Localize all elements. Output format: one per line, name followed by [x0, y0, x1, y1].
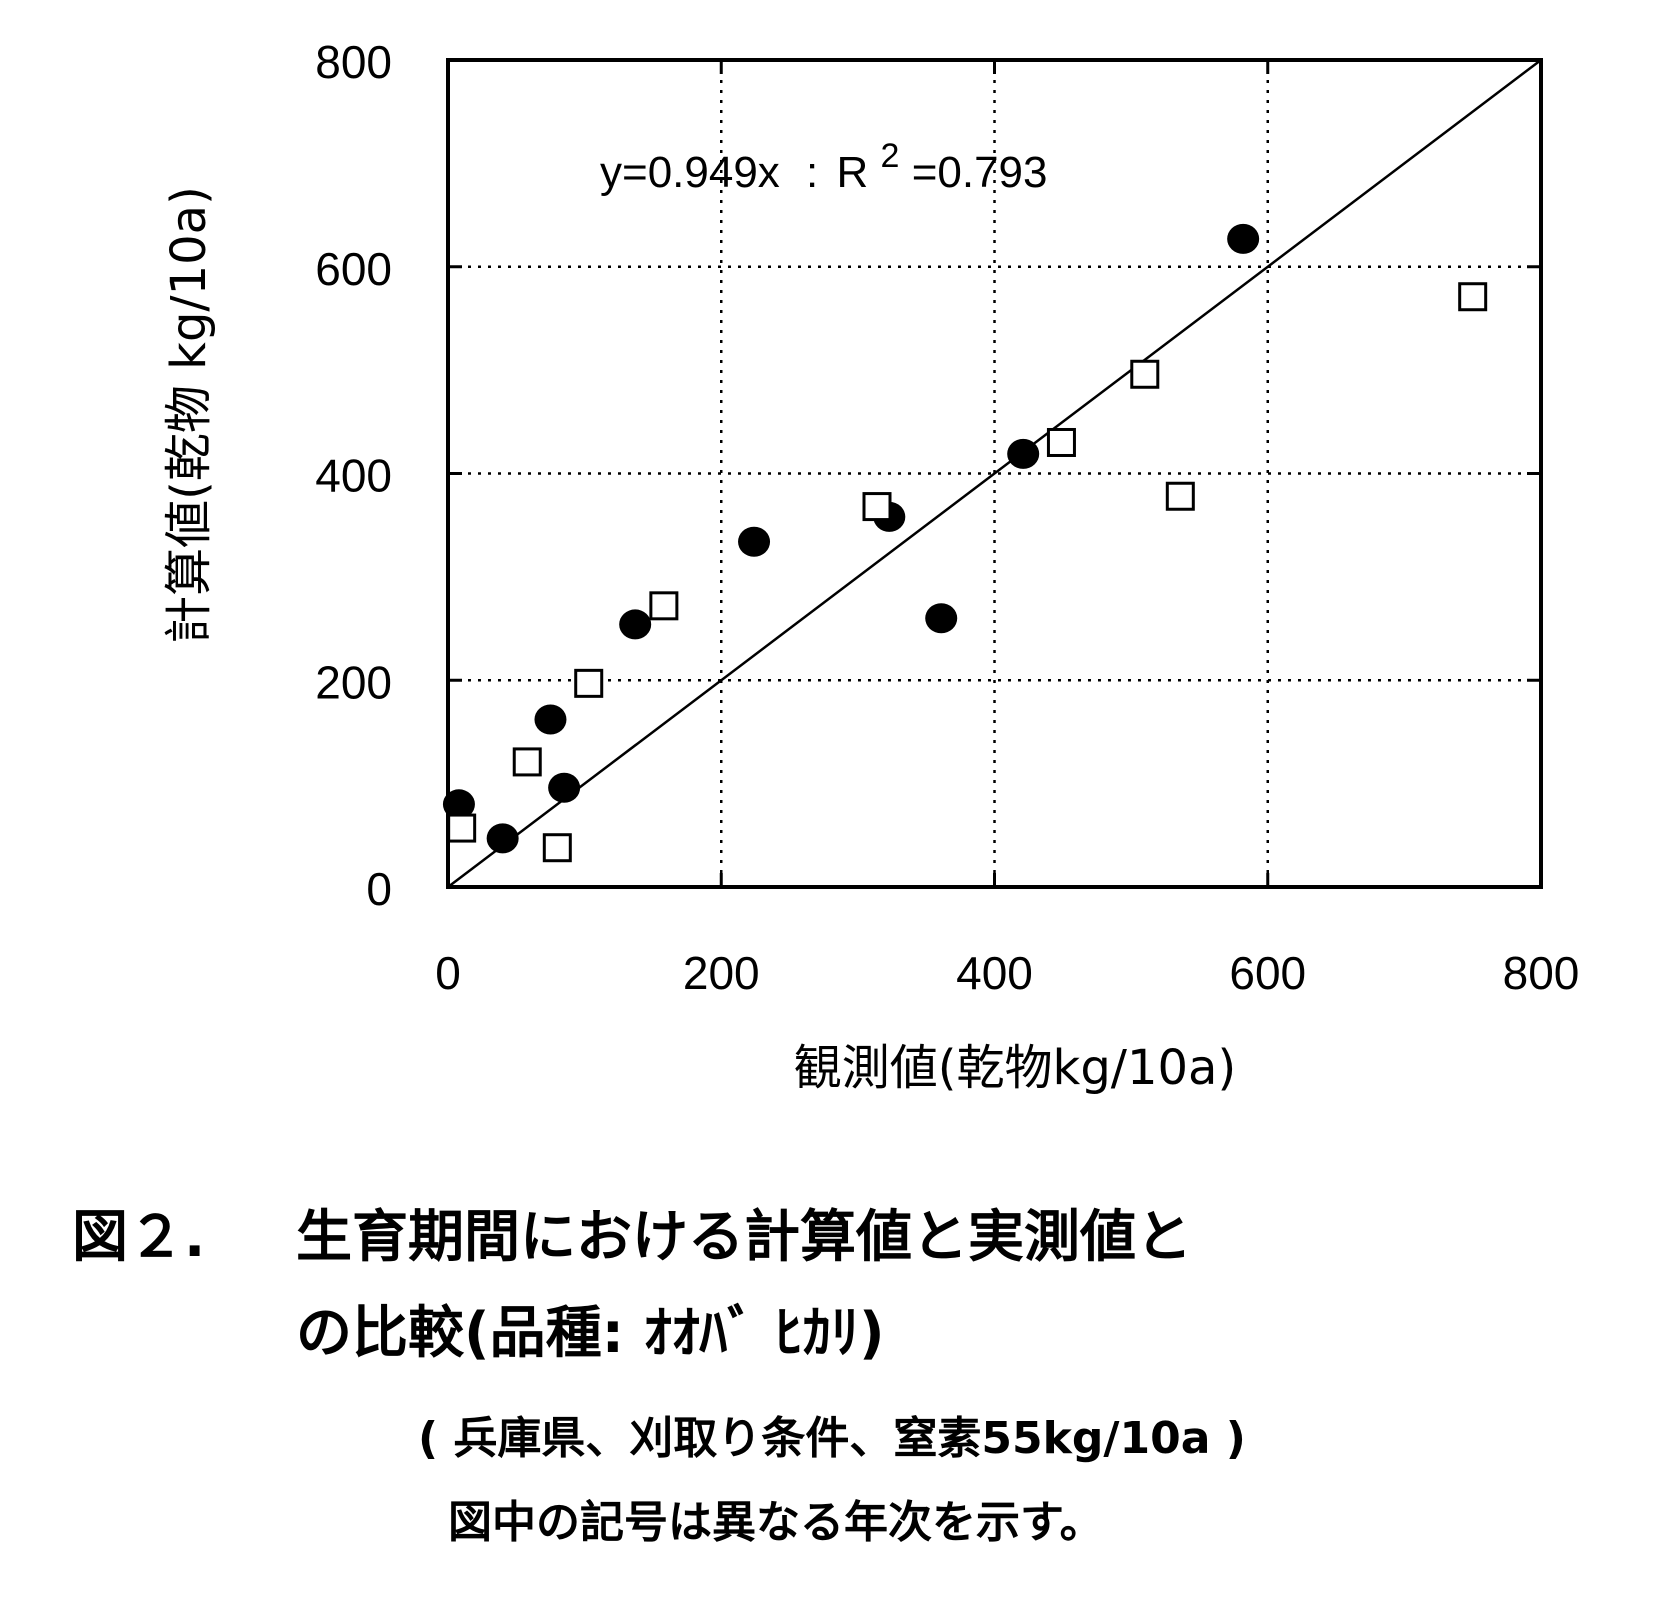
- y-tick-label: 400: [315, 450, 392, 502]
- grid-lines: [448, 60, 1541, 887]
- y-tick-label: 0: [366, 863, 392, 915]
- point-open-square: [574, 668, 604, 698]
- scatter-chart: 0 200 400 600 800 0 200 400 600 800 y=0.949x : R…: [161, 36, 1579, 1096]
- point-open-square: [649, 591, 679, 621]
- point-open-square: [542, 833, 572, 863]
- y-axis-ticks: 0 200 400 600 800: [315, 36, 1541, 915]
- point-open-square: [512, 747, 542, 777]
- point-open-square: [447, 813, 477, 843]
- point-filled-circle: [442, 789, 475, 820]
- caption-title-line1: 生育期間における計算値と実測値と: [296, 1205, 1192, 1270]
- regression-equation: y=0.949x : R 2 =0.793: [600, 128, 1048, 197]
- point-filled-circle: [548, 772, 581, 803]
- caption-title-line2: の比較(品種: ｵｵﾊﾞ ﾋｶﾘ): [296, 1301, 885, 1366]
- point-filled-circle: [925, 603, 958, 634]
- x-tick-label: 800: [1503, 947, 1580, 999]
- point-open-square: [1165, 481, 1195, 511]
- data-points: [442, 223, 1488, 863]
- figure-label: 図２.: [72, 1205, 206, 1270]
- point-filled-circle: [486, 823, 519, 854]
- point-open-square: [1130, 359, 1160, 389]
- point-open-square: [1458, 282, 1488, 312]
- x-axis-ticks: 0 200 400 600 800: [435, 60, 1579, 999]
- y-axis-title: 計算値(乾物 kg/10a): [161, 186, 217, 644]
- point-filled-circle: [1227, 223, 1260, 254]
- point-open-square: [1046, 427, 1076, 457]
- point-open-square: [862, 492, 892, 522]
- regression-line: [447, 59, 1542, 888]
- y-tick-label: 200: [315, 656, 392, 708]
- caption-note-symbols: 図中の記号は異なる年次を示す。: [448, 1497, 1104, 1548]
- point-filled-circle: [1007, 438, 1040, 469]
- point-filled-circle: [738, 526, 771, 557]
- y-tick-label: 800: [315, 36, 392, 88]
- x-tick-label: 200: [683, 947, 760, 999]
- y-tick-label: 600: [315, 243, 392, 295]
- point-filled-circle: [534, 704, 567, 735]
- x-tick-label: 600: [1229, 947, 1306, 999]
- x-tick-label: 400: [956, 947, 1033, 999]
- point-filled-circle: [619, 609, 652, 640]
- caption-note-conditions: ( 兵庫県、刈取り条件、窒素55kg/10a ): [418, 1413, 1246, 1464]
- x-axis-title: 観測値(乾物kg/10a): [794, 1040, 1236, 1096]
- x-tick-label: 0: [435, 947, 461, 999]
